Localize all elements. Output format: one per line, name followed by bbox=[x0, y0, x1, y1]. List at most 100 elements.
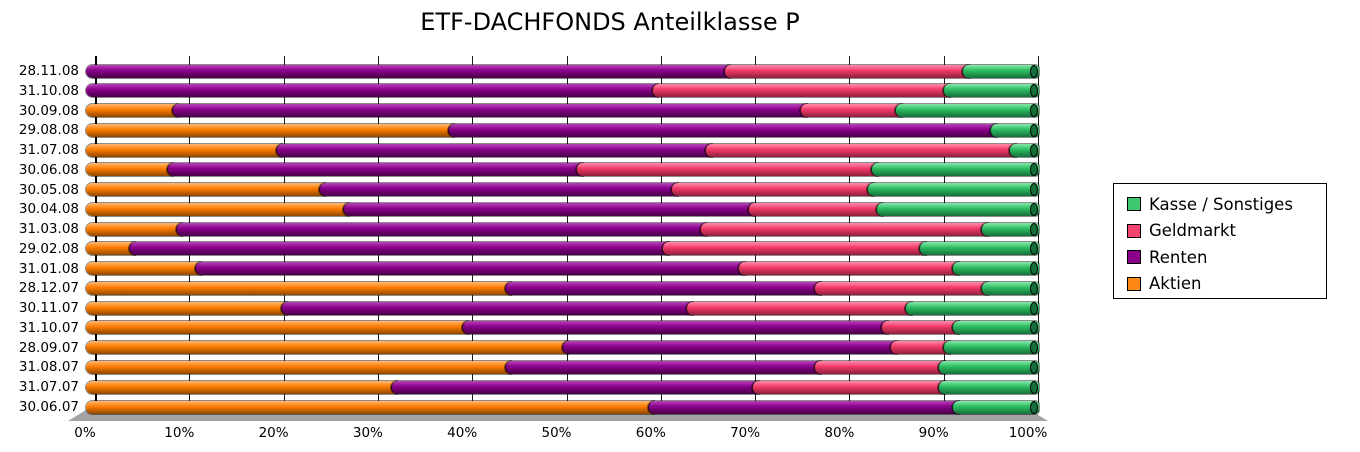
bar-segment-aktien bbox=[86, 262, 202, 276]
bar-segment-kasse bbox=[942, 84, 1039, 98]
legend: Kasse / Sonstiges Geldmarkt Renten Aktien bbox=[1113, 183, 1327, 299]
bar-segment-kasse bbox=[919, 242, 1039, 256]
bar-segment-kasse bbox=[990, 123, 1039, 137]
bar-row bbox=[86, 341, 1039, 355]
bar-segment-geldmarkt bbox=[652, 84, 950, 98]
x-axis-label: 100% bbox=[1008, 425, 1048, 441]
bar-segment-geldmarkt bbox=[700, 222, 988, 236]
bar-segment-renten bbox=[281, 301, 693, 315]
bar-end-cap bbox=[1030, 104, 1038, 118]
bar-segment-geldmarkt bbox=[704, 143, 1017, 157]
bar-segment-aktien bbox=[86, 202, 350, 216]
bar-end-cap bbox=[1030, 84, 1038, 98]
bar-row bbox=[86, 104, 1039, 118]
bar-end-cap bbox=[1030, 262, 1038, 276]
bar-segment-kasse bbox=[952, 400, 1039, 414]
bar-segment-aktien bbox=[86, 143, 283, 157]
bar-row bbox=[86, 183, 1039, 197]
y-axis-label: 30.09.08 bbox=[18, 102, 79, 119]
bar-row bbox=[86, 242, 1039, 256]
y-axis-label: 30.05.08 bbox=[18, 181, 79, 198]
x-axis-label: 60% bbox=[635, 425, 666, 441]
bar-segment-renten bbox=[462, 321, 888, 335]
bar-segment-renten bbox=[195, 262, 746, 276]
bar-segment-aktien bbox=[86, 123, 454, 137]
bar-segment-kasse bbox=[942, 341, 1039, 355]
y-axis-label: 30.06.08 bbox=[18, 161, 79, 178]
bar-end-cap bbox=[1030, 64, 1038, 78]
x-axis-label: 90% bbox=[918, 425, 949, 441]
bar-segment-renten bbox=[343, 202, 755, 216]
bar-segment-geldmarkt bbox=[747, 202, 884, 216]
bar-row bbox=[86, 202, 1039, 216]
legend-label: Geldmarkt bbox=[1149, 221, 1236, 241]
bar-row bbox=[86, 262, 1039, 276]
bar-segment-kasse bbox=[952, 321, 1039, 335]
bar-segment-renten bbox=[171, 104, 807, 118]
y-axis-label: 31.07.07 bbox=[18, 379, 79, 396]
bar-end-cap bbox=[1030, 163, 1038, 177]
chart-title: ETF-DACHFONDS Anteilklasse P bbox=[420, 8, 800, 36]
bar-segment-kasse bbox=[904, 301, 1039, 315]
y-axis-label: 31.07.08 bbox=[18, 142, 79, 159]
bar-segment-aktien bbox=[86, 321, 469, 335]
bar-end-cap bbox=[1030, 281, 1038, 295]
x-axis-label: 80% bbox=[824, 425, 855, 441]
bar-segment-kasse bbox=[980, 281, 1039, 295]
x-axis-label: 70% bbox=[730, 425, 761, 441]
bar-segment-aktien bbox=[86, 301, 288, 315]
bar-row bbox=[86, 163, 1039, 177]
bar-row bbox=[86, 321, 1039, 335]
bar-segment-geldmarkt bbox=[752, 380, 946, 394]
bar-end-cap bbox=[1030, 183, 1038, 197]
y-axis-label: 30.11.07 bbox=[18, 300, 79, 317]
bar-segment-renten bbox=[276, 143, 712, 157]
bar-segment-geldmarkt bbox=[685, 301, 912, 315]
y-axis-label: 28.11.08 bbox=[18, 63, 79, 79]
bar-end-cap bbox=[1030, 143, 1038, 157]
y-axis-line bbox=[95, 56, 97, 416]
bar-segment-geldmarkt bbox=[814, 360, 946, 374]
bar-segment-aktien bbox=[86, 163, 173, 177]
y-axis-label: 31.01.08 bbox=[18, 260, 79, 277]
bar-end-cap bbox=[1030, 400, 1038, 414]
y-axis-label: 31.10.08 bbox=[18, 82, 79, 99]
bar-segment-aktien bbox=[86, 104, 178, 118]
legend-item-aktien: Aktien bbox=[1127, 271, 1326, 298]
bar-segment-aktien bbox=[86, 281, 511, 295]
bar-segment-geldmarkt bbox=[661, 242, 926, 256]
chart-floor-3d bbox=[68, 410, 1048, 421]
bar-row bbox=[86, 380, 1039, 394]
bar-row bbox=[86, 400, 1039, 414]
bar-segment-kasse bbox=[876, 202, 1039, 216]
bar-segment-aktien bbox=[86, 341, 568, 355]
x-axis-label: 40% bbox=[447, 425, 478, 441]
bar-end-cap bbox=[1030, 380, 1038, 394]
bar-segment-renten bbox=[390, 380, 760, 394]
bar-segment-geldmarkt bbox=[814, 281, 988, 295]
bar-segment-geldmarkt bbox=[800, 104, 903, 118]
legend-label: Kasse / Sonstiges bbox=[1149, 194, 1293, 214]
bar-segment-geldmarkt bbox=[890, 341, 950, 355]
x-axis-label: 50% bbox=[541, 425, 572, 441]
bar-end-cap bbox=[1030, 222, 1038, 236]
bar-segment-geldmarkt bbox=[723, 64, 969, 78]
bar-segment-kasse bbox=[938, 380, 1039, 394]
bar-segment-geldmarkt bbox=[576, 163, 879, 177]
y-axis-label: 28.09.07 bbox=[18, 339, 79, 356]
bar-segment-renten bbox=[128, 242, 669, 256]
legend-label: Renten bbox=[1149, 247, 1208, 267]
bar-segment-aktien bbox=[86, 222, 183, 236]
bar-segment-renten bbox=[86, 84, 659, 98]
y-axis-label: 31.10.07 bbox=[18, 319, 79, 336]
legend-swatch-geldmarkt bbox=[1127, 223, 1141, 238]
bar-row bbox=[86, 222, 1039, 236]
legend-label: Aktien bbox=[1149, 274, 1202, 294]
y-axis-label: 29.02.08 bbox=[18, 240, 79, 257]
bar-end-cap bbox=[1030, 341, 1038, 355]
legend-swatch-renten bbox=[1127, 250, 1141, 265]
x-axis-label: 0% bbox=[74, 425, 96, 441]
bar-segment-renten bbox=[504, 360, 822, 374]
legend-item-renten: Renten bbox=[1127, 244, 1326, 271]
legend-item-kasse: Kasse / Sonstiges bbox=[1127, 191, 1326, 218]
